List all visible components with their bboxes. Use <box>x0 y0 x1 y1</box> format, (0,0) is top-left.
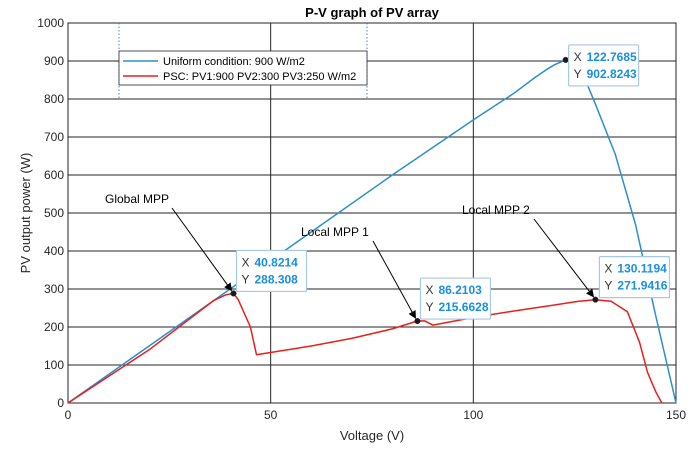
datatip-box: X 86.2103 Y 215.6628 <box>419 277 492 320</box>
y-tick-label: 900 <box>44 54 64 68</box>
annotation-label: Local MPP 1 <box>301 225 369 239</box>
y-tick-label: 400 <box>44 244 64 258</box>
datatip-frame <box>568 44 640 87</box>
datatip-y-label: Y <box>604 279 612 293</box>
legend-entry-label: PSC: PV1:900 PV2:300 PV3:250 W/m2 <box>163 71 356 83</box>
y-tick-label: 0 <box>57 396 64 410</box>
datatip-x-label: X <box>604 262 612 276</box>
datatip-x-line: X 40.8214 <box>241 255 298 269</box>
axes-box <box>67 22 677 404</box>
datatip-x-line: X 86.2103 <box>425 283 482 297</box>
x-tick-label: 100 <box>463 408 483 422</box>
datatip-box: X 130.1194 Y 271.9416 <box>598 256 671 299</box>
annotation-arrow <box>171 207 233 292</box>
datatip-y-value: 271.9416 <box>617 279 667 293</box>
datatip-y-line: Y 902.8243 <box>574 67 637 81</box>
y-tick-label: 800 <box>44 92 64 106</box>
datatip-y-label: Y <box>241 272 249 286</box>
datatip-x-label: X <box>241 255 249 269</box>
y-tick-label: 300 <box>44 282 64 296</box>
datatip-box: X 40.8214 Y 288.308 <box>235 249 308 293</box>
datatip-y-label: Y <box>425 300 433 314</box>
annotation-label: Global MPP <box>105 192 169 206</box>
datatip-y-value: 215.6628 <box>438 300 488 314</box>
datatip-y-line: Y 215.6628 <box>425 300 488 314</box>
datatip-x-label: X <box>425 283 433 297</box>
datatip-x-value: 130.1194 <box>617 262 667 276</box>
y-tick-label: 200 <box>44 320 64 334</box>
datatip-frame <box>419 277 492 320</box>
datatip-y-label: Y <box>574 67 582 81</box>
datatip-x-value: 122.7685 <box>587 50 637 64</box>
annotation-arrow <box>372 240 416 319</box>
x-tick-label: 50 <box>264 408 278 422</box>
datatip-box: X 122.7685 Y 902.8243 <box>568 44 640 87</box>
x-tick-label: 0 <box>65 408 72 422</box>
datatip-marker <box>230 290 237 297</box>
datatip-marker <box>414 317 421 325</box>
y-tick-label: 700 <box>44 130 64 144</box>
datatip-frame <box>235 249 308 293</box>
y-tick-label: 1000 <box>37 16 64 30</box>
x-axis-title: Voltage (V) <box>340 428 404 443</box>
datatip-x-line: X 130.1194 <box>604 262 667 276</box>
datatip-x-value: 86.2103 <box>438 283 482 297</box>
datatip-marker <box>562 56 569 63</box>
y-tick-label: 100 <box>44 358 64 372</box>
datatip-frame <box>598 256 671 299</box>
datatip-marker <box>592 296 599 303</box>
legend-entry-label: Uniform condition: 900 W/m2 <box>163 56 305 68</box>
annotation-arrow <box>533 218 595 298</box>
y-tick-label: 600 <box>44 168 64 182</box>
datatip-y-line: Y 271.9416 <box>604 279 667 293</box>
y-axis-title: PV output power (W) <box>18 153 33 274</box>
datatip-x-value: 40.8214 <box>254 255 298 269</box>
x-tick-label: 150 <box>666 408 686 422</box>
datatip-x-label: X <box>574 50 582 64</box>
chart-title: P-V graph of PV array <box>305 5 439 20</box>
datatip-y-line: Y 288.308 <box>241 272 298 286</box>
annotation-label: Local MPP 2 <box>462 203 530 217</box>
datatip-y-value: 902.8243 <box>587 67 637 81</box>
y-tick-label: 500 <box>44 206 64 220</box>
legend: Uniform condition: 900 W/m2 PSC: PV1:900 … <box>118 50 368 86</box>
legend-box <box>118 50 368 86</box>
datatip-x-line: X 122.7685 <box>574 50 637 64</box>
datatip-y-value: 288.308 <box>254 272 298 286</box>
